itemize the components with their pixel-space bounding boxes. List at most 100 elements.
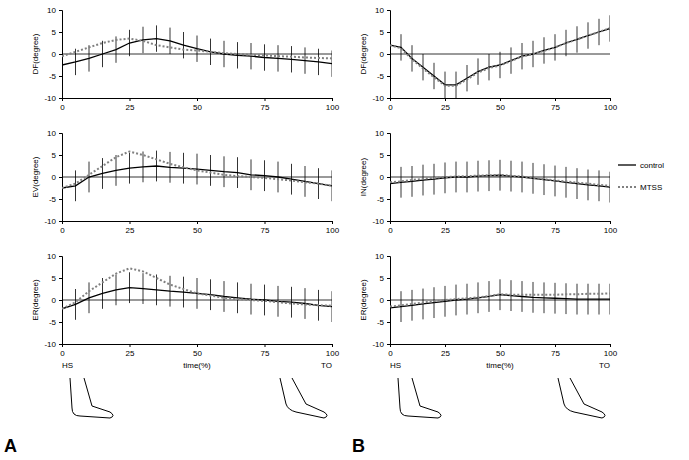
y-tick-mark: [387, 256, 390, 257]
x-tick-label: 50: [193, 226, 202, 235]
y-tick-label: -5: [377, 195, 385, 204]
x-axis-line: [391, 222, 611, 225]
y-tick: -5: [377, 195, 390, 204]
legend-label: control: [640, 161, 664, 170]
x-tick-label: 100: [326, 349, 340, 358]
x-tick-label: 75: [551, 349, 560, 358]
plot-area: [390, 279, 610, 323]
x-tick-label: 25: [441, 349, 450, 358]
x-tick-mark: [265, 221, 266, 224]
x-tick-label: 50: [496, 349, 505, 358]
x-axis-title: time(%): [183, 361, 211, 370]
x-tick: 75: [261, 344, 270, 358]
x-tick-label: 25: [126, 226, 135, 235]
y-tick-label: 5: [52, 151, 57, 160]
x-axis: 0255075100: [60, 98, 339, 112]
y-tick-mark: [59, 300, 62, 301]
plot-area: [390, 160, 610, 203]
x-tick-label: 100: [604, 226, 618, 235]
x-tick-label: 100: [326, 226, 340, 235]
x-axis-line: [391, 345, 611, 348]
panel-label: A: [4, 436, 17, 456]
x-tick-mark: [610, 221, 611, 224]
x-tick-mark: [610, 344, 611, 347]
y-axis: -10-50510: [372, 252, 390, 349]
x-tick-mark: [62, 221, 63, 224]
x-tick-label: 50: [496, 226, 505, 235]
x-axis: 0255075100: [60, 344, 339, 358]
x-axis: 0 25 50 75 100: [388, 344, 617, 358]
y-tick-label: 10: [47, 252, 56, 261]
panel: -10-505100255075100DF(degree): [31, 6, 340, 112]
y-tick-label: 5: [52, 28, 57, 37]
x-tick-label: 100: [326, 103, 340, 112]
y-tick-mark: [387, 221, 390, 222]
y-axis-line: [59, 257, 63, 345]
x-tick-mark: [500, 344, 501, 347]
y-tick: 10: [47, 252, 62, 261]
x-tick-mark: [445, 221, 446, 224]
x-tick: 50: [496, 98, 505, 112]
x-tick-mark: [265, 98, 266, 101]
series-line: [390, 295, 610, 308]
x-tick: 50: [193, 98, 202, 112]
y-tick-mark: [387, 54, 390, 55]
x-tick-mark: [197, 98, 198, 101]
x-tick: 50: [193, 221, 202, 235]
panel-label: B: [352, 436, 365, 456]
y-tick-mark: [59, 278, 62, 279]
y-tick-label: 10: [375, 129, 384, 138]
y-tick-label: -5: [377, 72, 385, 81]
x-tick-label: 0: [388, 226, 393, 235]
legend-label: MTSS: [640, 183, 662, 192]
y-axis: -10-50510: [44, 252, 62, 349]
x-axis-line: [63, 99, 333, 102]
x-axis-title: time(%): [486, 361, 514, 370]
x-axis: 0255075100: [388, 98, 617, 112]
y-tick-label: 5: [52, 274, 57, 283]
y-tick-label: -10: [44, 94, 56, 103]
legend-swatch: [618, 164, 636, 165]
panel: -10-505100255075100DF(degree): [359, 6, 618, 112]
y-tick: 5: [380, 28, 390, 37]
x-tick: 25: [126, 344, 135, 358]
y-tick-mark: [387, 98, 390, 99]
x-tick: 75: [551, 98, 560, 112]
x-tick-mark: [332, 98, 333, 101]
x-tick-label: 75: [551, 103, 560, 112]
y-tick-mark: [387, 199, 390, 200]
series-line: [62, 166, 332, 188]
series-line: [62, 288, 332, 309]
x-tick-label: 75: [261, 226, 270, 235]
y-tick-mark: [387, 300, 390, 301]
y-tick: 0: [380, 173, 390, 182]
x-axis-line: [63, 345, 333, 348]
x-tick-label: 0: [60, 349, 65, 358]
x-tick-mark: [130, 221, 131, 224]
annotation: HS: [62, 361, 73, 370]
x-tick-label: 0: [388, 349, 393, 358]
y-tick-mark: [387, 133, 390, 134]
x-tick: 25: [126, 221, 135, 235]
y-tick-mark: [59, 10, 62, 11]
y-tick-label: 10: [47, 129, 56, 138]
y-tick-label: 0: [380, 296, 385, 305]
x-tick-mark: [555, 344, 556, 347]
y-tick-label: 0: [380, 173, 385, 182]
y-axis: -10-50510: [44, 6, 62, 103]
series-line: [62, 151, 332, 188]
y-tick-mark: [387, 322, 390, 323]
y-axis: -10-50510: [372, 6, 390, 103]
x-tick-mark: [555, 98, 556, 101]
y-tick-label: 0: [52, 50, 57, 59]
x-tick: 75: [551, 344, 560, 358]
y-tick-mark: [387, 278, 390, 279]
y-tick: 0: [52, 296, 62, 305]
x-tick-label: 75: [261, 349, 270, 358]
x-tick-label: 100: [604, 349, 618, 358]
y-tick: 5: [380, 274, 390, 283]
x-tick-mark: [62, 344, 63, 347]
y-tick-label: 0: [52, 296, 57, 305]
y-axis-line: [387, 257, 391, 345]
y-tick-label: 0: [52, 173, 57, 182]
